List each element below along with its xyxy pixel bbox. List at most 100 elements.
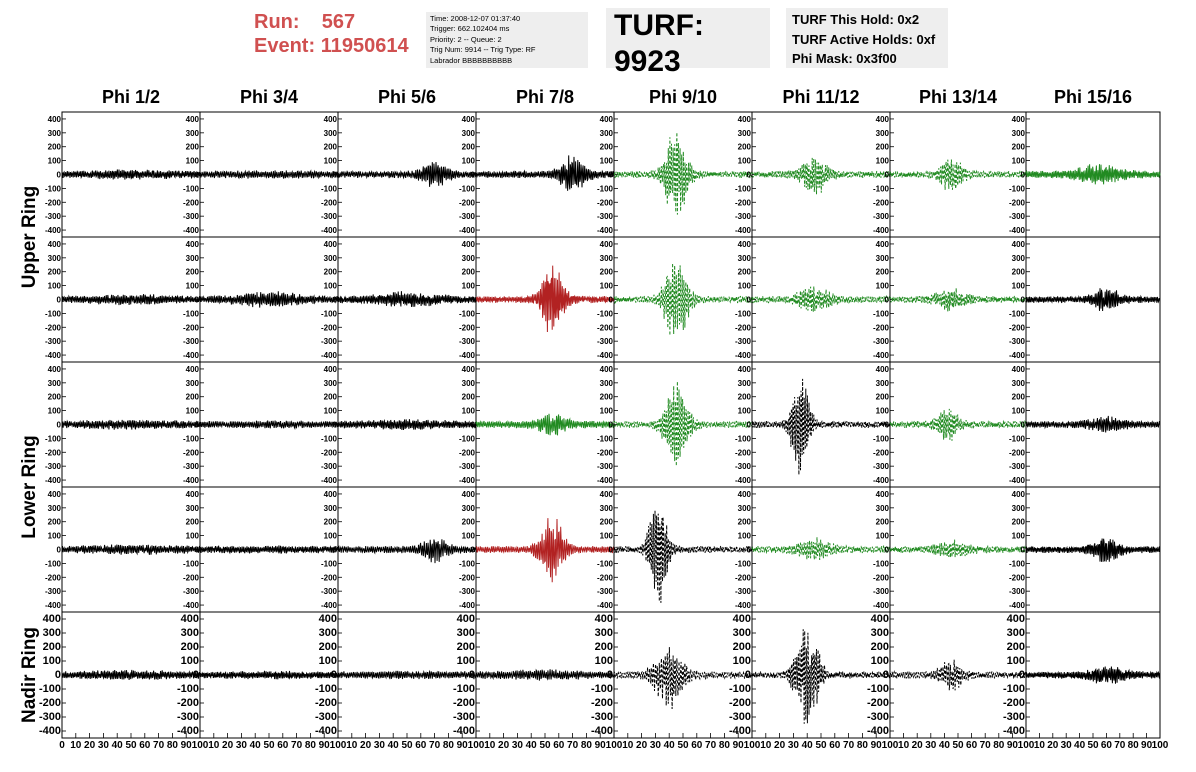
y-tick-label: 100 (738, 532, 752, 541)
x-tick-label: 30 (512, 740, 524, 751)
y-tick-label: 400 (600, 115, 614, 124)
waveform-line (337, 539, 477, 564)
x-tick-label: 60 (691, 740, 703, 751)
x-tick-label: 100 (744, 740, 761, 751)
y-tick-label: 400 (324, 365, 338, 374)
y-tick-label: 200 (319, 641, 337, 653)
y-tick-label: 200 (48, 268, 62, 277)
y-tick-label: 200 (1012, 268, 1026, 277)
y-tick-label: -100 (459, 309, 476, 318)
x-tick-label: 40 (388, 740, 400, 751)
y-tick-label: 300 (462, 129, 476, 138)
y-tick-label: 100 (462, 407, 476, 416)
y-tick-label: 100 (595, 655, 613, 667)
y-tick-label: 400 (324, 115, 338, 124)
y-tick-label: 200 (738, 143, 752, 152)
x-tick-label: 90 (1007, 740, 1019, 751)
y-tick-label: -200 (591, 697, 613, 709)
y-tick-label: -100 (183, 184, 200, 193)
y-tick-label: -200 (459, 198, 476, 207)
x-tick-label: 80 (1128, 740, 1140, 751)
x-tick-label: 40 (250, 740, 262, 751)
y-tick-label: -100 (1009, 184, 1026, 193)
y-tick-label: -400 (321, 226, 338, 235)
y-tick-label: -300 (873, 212, 890, 221)
x-tick-label: 20 (498, 740, 510, 751)
y-tick-label: 300 (1012, 129, 1026, 138)
y-tick-label: 200 (462, 268, 476, 277)
y-tick-label: 0 (195, 421, 200, 430)
waveform-line (199, 291, 339, 308)
y-tick-label: 0 (55, 669, 61, 681)
waveform-line (475, 155, 615, 191)
column-title: Phi 1/2 (101, 87, 161, 107)
y-tick-label: -400 (459, 226, 476, 235)
y-tick-label: 100 (457, 655, 475, 667)
waveform-line (337, 669, 477, 681)
y-tick-label: -100 (45, 309, 62, 318)
y-tick-label: -200 (597, 198, 614, 207)
y-tick-label: 300 (43, 627, 61, 639)
column-title: Phi 15/16 (1053, 87, 1133, 107)
y-tick-label: 300 (738, 254, 752, 263)
y-tick-label: -200 (459, 448, 476, 457)
y-tick-label: -400 (1009, 476, 1026, 485)
column-title: Phi 5/6 (377, 87, 437, 107)
y-tick-label: 400 (462, 115, 476, 124)
x-tick-label: 30 (1061, 740, 1073, 751)
x-tick-label: 100 (468, 740, 485, 751)
waveform-line (1025, 666, 1161, 684)
y-tick-label: -100 (1003, 683, 1025, 695)
x-tick-label: 90 (1141, 740, 1153, 751)
x-tick-label: 30 (374, 740, 386, 751)
y-tick-label: -300 (591, 711, 613, 723)
y-tick-label: 200 (600, 393, 614, 402)
y-tick-label: -300 (321, 337, 338, 346)
y-tick-label: 100 (186, 282, 200, 291)
column-title: Phi 11/12 (782, 87, 860, 107)
x-tick-label: 40 (1074, 740, 1086, 751)
y-tick-label: -200 (597, 323, 614, 332)
waveform-line (889, 408, 1027, 441)
y-tick-label: -200 (177, 697, 199, 709)
x-tick-label: 80 (167, 740, 179, 751)
y-tick-label: 200 (43, 641, 61, 653)
y-tick-label: 400 (462, 365, 476, 374)
y-tick-label: 200 (1007, 641, 1025, 653)
turf-hold-line: Phi Mask: 0x3f00 (792, 51, 897, 66)
y-tick-label: 100 (876, 532, 890, 541)
y-tick-label: 300 (324, 504, 338, 513)
x-tick-label: 90 (733, 740, 745, 751)
y-tick-label: -400 (1009, 226, 1026, 235)
x-tick-label: 10 (70, 740, 82, 751)
y-tick-label: 100 (462, 532, 476, 541)
y-tick-label: 100 (600, 282, 614, 291)
y-tick-label: 200 (871, 641, 889, 653)
y-tick-label: -200 (321, 198, 338, 207)
x-tick-label: 60 (1101, 740, 1113, 751)
y-tick-label: 300 (319, 627, 337, 639)
y-tick-label: 0 (331, 669, 337, 681)
x-tick-label: 10 (622, 740, 634, 751)
y-tick-label: 400 (738, 240, 752, 249)
y-tick-label: -300 (597, 587, 614, 596)
waveform-line (337, 418, 477, 431)
y-tick-label: -200 (597, 573, 614, 582)
x-tick-label: 20 (636, 740, 648, 751)
x-tick-label: 20 (84, 740, 96, 751)
x-tick-label: 50 (952, 740, 964, 751)
y-tick-label: -300 (597, 337, 614, 346)
y-tick-label: 0 (747, 171, 752, 180)
y-tick-label: 0 (885, 171, 890, 180)
x-tick-label: 60 (277, 740, 289, 751)
y-tick-label: -400 (459, 476, 476, 485)
x-tick-label: 40 (939, 740, 951, 751)
y-tick-label: 300 (595, 627, 613, 639)
y-tick-label: 200 (738, 393, 752, 402)
x-tick-label: 20 (774, 740, 786, 751)
y-tick-label: 0 (747, 296, 752, 305)
y-tick-label: 0 (1019, 669, 1025, 681)
x-tick-label: 100 (1152, 740, 1169, 751)
waveform-line (613, 647, 753, 710)
x-tick-label: 100 (882, 740, 899, 751)
